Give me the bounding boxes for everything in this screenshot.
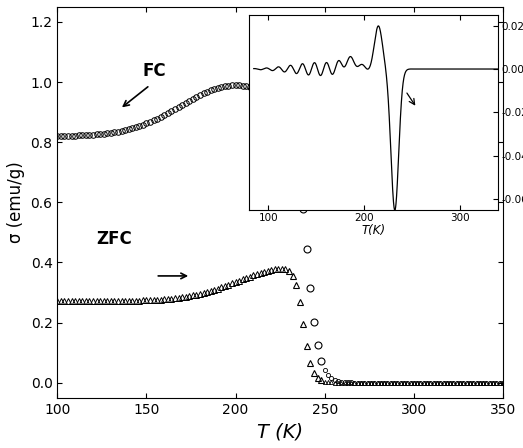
Text: ZFC: ZFC — [97, 230, 132, 248]
X-axis label: T (K): T (K) — [257, 422, 303, 441]
Y-axis label: σ (emu/g): σ (emu/g) — [7, 161, 25, 243]
Text: FC: FC — [143, 62, 166, 80]
